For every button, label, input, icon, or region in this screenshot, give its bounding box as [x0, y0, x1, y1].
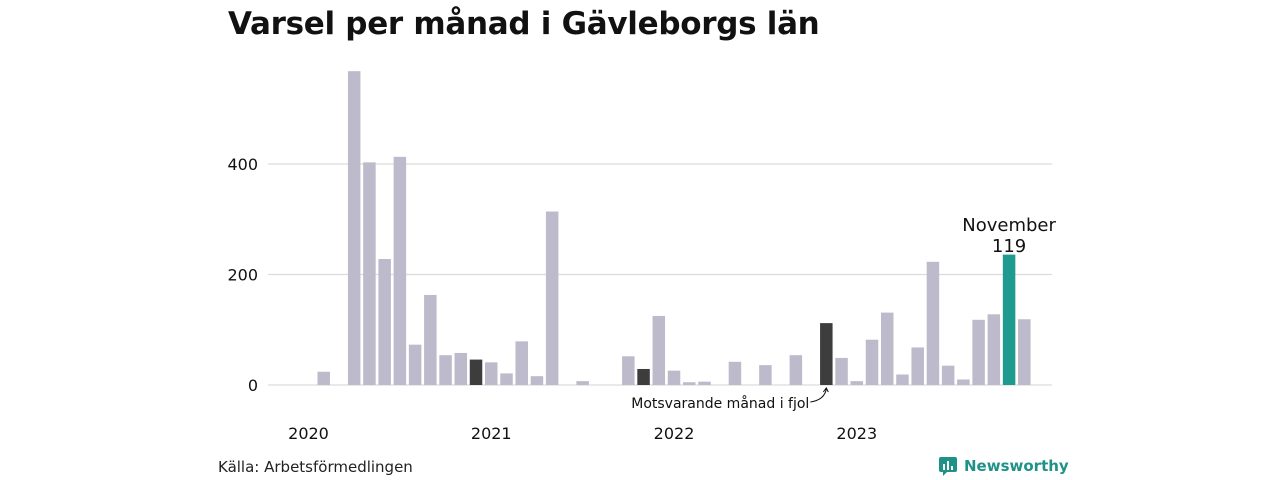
bar-2022-05 — [728, 361, 742, 385]
x-year-label: 2023 — [836, 424, 877, 443]
previous-year-note: Motsvarande månad i fjol — [631, 395, 809, 412]
bar-2020-12 — [469, 359, 483, 385]
bar-2020-08 — [408, 344, 422, 385]
x-year-label: 2020 — [288, 424, 329, 443]
annotations: November 119 Motsvarande månad i fjol — [631, 215, 1056, 412]
bar-2023-11 — [1002, 254, 1016, 385]
bar-2023-07 — [941, 365, 955, 385]
bar-2022-07 — [759, 365, 772, 385]
bar-2021-01 — [485, 362, 498, 385]
bars — [317, 71, 1031, 386]
newsworthy-logo-icon — [939, 457, 957, 476]
bar-2021-10 — [622, 356, 635, 385]
bar-2022-12 — [835, 357, 848, 385]
bar-2021-12 — [652, 315, 666, 385]
bar-2020-06 — [378, 259, 391, 385]
y-tick-label: 400 — [227, 155, 258, 174]
bar-2022-03 — [698, 381, 711, 385]
bar-2020-04 — [347, 71, 361, 386]
bar-2022-02 — [683, 382, 696, 385]
bar-2020-07 — [393, 156, 407, 385]
previous-year-arrow — [810, 387, 829, 403]
x-year-label: 2021 — [471, 424, 512, 443]
bar-2021-11 — [637, 368, 650, 385]
bar-2023-10 — [987, 314, 1001, 385]
brand-logo: Newsworthy — [938, 456, 1069, 476]
bar-2020-11 — [454, 352, 468, 385]
bar-2021-04 — [530, 376, 544, 385]
bar-2020-09 — [424, 294, 437, 385]
bar-2023-04 — [896, 374, 909, 385]
y-axis-ticks: 0 200 400 — [227, 155, 258, 395]
bar-2021-05 — [545, 211, 559, 385]
latest-month-value: 119 — [992, 236, 1026, 257]
bar-2021-02 — [500, 373, 513, 385]
bar-2023-01 — [850, 381, 864, 385]
source-note: Källa: Arbetsförmedlingen — [218, 458, 413, 476]
bar-2020-10 — [439, 355, 452, 385]
bar-2023-05 — [911, 347, 924, 385]
bar-2022-09 — [789, 355, 803, 385]
bar-2020-05 — [363, 162, 376, 385]
bar-2022-11 — [820, 323, 833, 385]
bar-2023-06 — [926, 261, 940, 385]
bar-2023-03 — [880, 312, 894, 385]
bar-2022-01 — [667, 370, 681, 385]
y-tick-label: 0 — [248, 376, 258, 395]
bar-2020-02 — [317, 371, 330, 385]
y-tick-label: 200 — [227, 266, 258, 285]
bar-undefined — [1018, 319, 1031, 385]
bar-2021-03 — [515, 341, 528, 385]
bar-2023-08 — [957, 379, 970, 385]
bar-2023-09 — [972, 319, 985, 385]
x-year-label: 2022 — [654, 424, 695, 443]
chart-title: Varsel per månad i Gävleborgs län — [228, 6, 820, 42]
latest-month-label: November — [962, 215, 1056, 236]
brand-name: Newsworthy — [964, 457, 1069, 475]
bar-2023-02 — [865, 339, 879, 385]
bar-2021-07 — [576, 381, 589, 385]
x-axis-year-labels: 2020 2021 2022 2023 — [288, 424, 877, 443]
